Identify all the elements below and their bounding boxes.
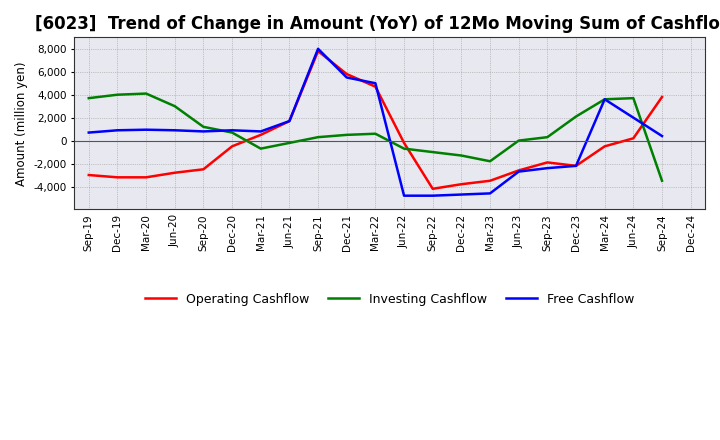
Operating Cashflow (657, 94, 666, 99)
Free Cashflow (543, 165, 552, 171)
Legend: Operating Cashflow, Investing Cashflow, Free Cashflow: Operating Cashflow, Investing Cashflow, … (140, 288, 640, 311)
Investing Cashflow (113, 92, 122, 97)
Operating Cashflow (142, 175, 150, 180)
Investing Cashflow (256, 146, 265, 151)
Operating Cashflow (84, 172, 93, 178)
Free Cashflow (457, 192, 466, 197)
Operating Cashflow (572, 163, 580, 169)
Free Cashflow (142, 127, 150, 132)
Free Cashflow (285, 118, 294, 124)
Free Cashflow (199, 129, 208, 134)
Operating Cashflow (457, 182, 466, 187)
Investing Cashflow (486, 159, 495, 164)
Investing Cashflow (457, 153, 466, 158)
Operating Cashflow (543, 160, 552, 165)
Operating Cashflow (400, 140, 408, 146)
Free Cashflow (371, 81, 379, 86)
Operating Cashflow (486, 178, 495, 183)
Operating Cashflow (171, 170, 179, 176)
Free Cashflow (228, 128, 236, 133)
Free Cashflow (572, 163, 580, 169)
Operating Cashflow (113, 175, 122, 180)
Line: Free Cashflow: Free Cashflow (89, 49, 662, 196)
Investing Cashflow (228, 130, 236, 135)
Investing Cashflow (199, 124, 208, 129)
Free Cashflow (256, 129, 265, 134)
Line: Investing Cashflow: Investing Cashflow (89, 94, 662, 181)
Operating Cashflow (228, 144, 236, 149)
Operating Cashflow (314, 48, 323, 54)
Operating Cashflow (199, 167, 208, 172)
Investing Cashflow (514, 138, 523, 143)
Free Cashflow (514, 169, 523, 174)
Investing Cashflow (428, 150, 437, 155)
Investing Cashflow (84, 95, 93, 101)
Investing Cashflow (572, 114, 580, 119)
Investing Cashflow (171, 103, 179, 109)
Free Cashflow (486, 191, 495, 196)
Investing Cashflow (543, 135, 552, 140)
Investing Cashflow (371, 131, 379, 136)
Operating Cashflow (343, 71, 351, 77)
Free Cashflow (428, 193, 437, 198)
Title: [6023]  Trend of Change in Amount (YoY) of 12Mo Moving Sum of Cashflows: [6023] Trend of Change in Amount (YoY) o… (35, 15, 720, 33)
Free Cashflow (600, 97, 609, 102)
Line: Operating Cashflow: Operating Cashflow (89, 51, 662, 189)
Free Cashflow (314, 46, 323, 51)
Free Cashflow (629, 115, 638, 120)
Free Cashflow (171, 128, 179, 133)
Free Cashflow (657, 133, 666, 139)
Operating Cashflow (371, 84, 379, 89)
Y-axis label: Amount (million yen): Amount (million yen) (15, 61, 28, 186)
Investing Cashflow (142, 91, 150, 96)
Free Cashflow (400, 193, 408, 198)
Free Cashflow (343, 75, 351, 80)
Free Cashflow (84, 130, 93, 135)
Operating Cashflow (600, 144, 609, 149)
Operating Cashflow (514, 168, 523, 173)
Operating Cashflow (428, 186, 437, 191)
Investing Cashflow (285, 140, 294, 146)
Operating Cashflow (285, 118, 294, 124)
Investing Cashflow (657, 178, 666, 183)
Investing Cashflow (314, 135, 323, 140)
Operating Cashflow (629, 136, 638, 141)
Free Cashflow (113, 128, 122, 133)
Operating Cashflow (256, 132, 265, 138)
Investing Cashflow (343, 132, 351, 138)
Investing Cashflow (629, 95, 638, 101)
Investing Cashflow (600, 97, 609, 102)
Investing Cashflow (400, 146, 408, 151)
